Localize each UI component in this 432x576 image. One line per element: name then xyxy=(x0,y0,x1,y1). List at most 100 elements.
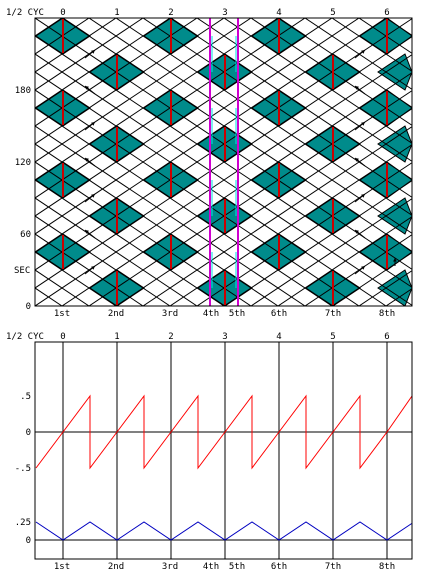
arrow-icon xyxy=(84,193,96,203)
half-cycle-label: 3 xyxy=(222,8,227,18)
lattice-line xyxy=(35,18,252,163)
position-label: 3rd xyxy=(162,562,178,572)
bottom-position-labels: 1st 2nd 3rd 4th 5th 6th 7th 8th xyxy=(54,562,395,572)
arrow-head xyxy=(355,158,359,162)
lattice-line xyxy=(35,18,198,127)
lattice-line xyxy=(35,18,90,55)
position-label: 1st xyxy=(54,309,70,319)
lattice-line xyxy=(35,18,171,109)
position-label: 8th xyxy=(379,562,395,572)
top-y-axis-labels: 0 60 120 180 xyxy=(15,86,31,312)
arrow-icon xyxy=(354,121,366,131)
arrow-icon xyxy=(84,157,96,167)
half-cycle-label: 0 xyxy=(60,8,65,18)
lattice-line xyxy=(35,53,412,306)
lattice-line xyxy=(35,125,306,306)
arrow-icon xyxy=(354,229,366,239)
half-cycle-label: 3 xyxy=(222,332,227,342)
lattice-line xyxy=(35,71,387,306)
teal-diamond xyxy=(377,269,412,306)
lattice-line xyxy=(413,18,432,306)
lattice-lines xyxy=(0,18,432,306)
top-half-cycle-labels: 0 1 2 3 4 5 6 xyxy=(60,8,389,18)
position-label: 7th xyxy=(325,309,341,319)
position-label: 4th xyxy=(203,562,219,572)
lattice-line xyxy=(88,18,412,234)
y-axis-tick-label: 0 xyxy=(26,428,31,438)
position-label: 3rd xyxy=(162,309,178,319)
half-cycle-label: 1 xyxy=(114,8,119,18)
lattice-line xyxy=(331,18,412,72)
top-cycle-label: 1/2 CYC xyxy=(6,8,44,18)
y-axis-tick-label: .25 xyxy=(15,518,31,528)
lattice-line xyxy=(169,18,412,180)
arrow-head xyxy=(355,230,359,234)
y-axis-tick-label: 180 xyxy=(15,86,31,96)
position-label: 1st xyxy=(54,562,70,572)
bottom-frame xyxy=(34,341,413,560)
half-cycle-label: 5 xyxy=(330,332,335,342)
position-label: 6th xyxy=(271,309,287,319)
arrow-head xyxy=(361,266,365,270)
lattice-line xyxy=(277,216,412,306)
arrow-head xyxy=(361,50,365,54)
arrow-icon xyxy=(84,49,96,59)
arrow-head xyxy=(91,50,95,54)
lattice-line xyxy=(35,179,225,306)
arrow-icon xyxy=(84,229,96,239)
arrow-icon xyxy=(393,258,397,266)
lattice-line xyxy=(35,107,333,306)
arrow-head xyxy=(91,194,95,198)
lattice-line xyxy=(304,234,412,306)
position-label: 6th xyxy=(271,562,287,572)
arrow-head xyxy=(91,266,95,270)
half-cycle-label: 1 xyxy=(114,332,119,342)
y-axis-tick-label: 60 xyxy=(20,230,31,240)
arrow-icon xyxy=(354,157,366,167)
wave-pattern-diagram: 1/2 CYC 0 1 2 3 4 5 6 0 60 120 180 SEC 1st 2nd 3rd 4… xyxy=(0,8,432,319)
half-cycle-label: 2 xyxy=(168,8,173,18)
highlight-lines xyxy=(62,18,388,306)
arrow-icon xyxy=(354,265,366,275)
lattice-line xyxy=(35,143,279,306)
arrow-icon xyxy=(354,49,366,59)
lattice-line xyxy=(35,89,360,306)
arrow-icon xyxy=(354,193,366,203)
y-axis-tick-label: 0 xyxy=(26,302,31,312)
arrow-icons xyxy=(84,49,397,275)
arrow-icon xyxy=(84,121,96,131)
half-cycle-label: 2 xyxy=(168,332,173,342)
top-frame xyxy=(34,17,413,307)
arrow-icon xyxy=(84,85,96,95)
lattice-line xyxy=(35,18,144,91)
position-label: 4th xyxy=(203,309,219,319)
position-label: 5th xyxy=(229,562,245,572)
lattice-line xyxy=(35,161,252,306)
lattice-line xyxy=(196,162,412,306)
lattice-line xyxy=(35,215,171,306)
lattice-line xyxy=(61,18,412,252)
lattice-line xyxy=(223,18,412,144)
lattice-line xyxy=(223,180,412,306)
arrow-head xyxy=(393,258,397,262)
bottom-y-axis-labels: .5 0 -.5 .25 0 xyxy=(15,392,31,546)
zero-lines xyxy=(35,431,412,541)
lattice-line xyxy=(0,18,8,306)
lattice-line xyxy=(35,35,412,288)
lattice-line xyxy=(35,197,198,306)
half-cycle-label: 4 xyxy=(276,8,281,18)
lattice-line xyxy=(35,233,144,306)
y-axis-tick-label: -.5 xyxy=(15,464,31,474)
position-label: 7th xyxy=(325,562,341,572)
sec-unit-label: SEC xyxy=(14,266,30,276)
lattice-line xyxy=(0,18,8,306)
y-axis-tick-label: .5 xyxy=(20,392,31,402)
lattice-line xyxy=(142,18,412,198)
y-axis-tick-label: 0 xyxy=(26,536,31,546)
lattice-line xyxy=(115,18,412,216)
y-axis-tick-label: 120 xyxy=(15,158,31,168)
half-cycle-label: 0 xyxy=(60,332,65,342)
position-label: 2nd xyxy=(108,562,124,572)
teal-diamond xyxy=(377,197,412,235)
lattice-line xyxy=(250,18,412,126)
